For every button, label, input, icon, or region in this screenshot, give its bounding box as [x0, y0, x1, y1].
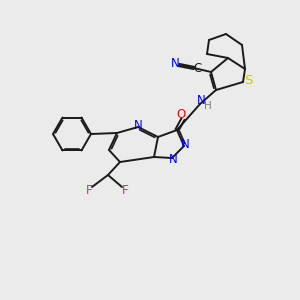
Text: N: N [171, 57, 179, 70]
Text: S: S [244, 74, 252, 88]
Text: C: C [194, 62, 202, 76]
Text: O: O [176, 109, 186, 122]
Text: F: F [122, 184, 128, 196]
Text: N: N [169, 153, 177, 166]
Text: N: N [181, 138, 189, 151]
Text: F: F [86, 184, 92, 196]
Text: N: N [196, 94, 206, 107]
Text: H: H [204, 101, 212, 111]
Text: N: N [134, 119, 142, 132]
